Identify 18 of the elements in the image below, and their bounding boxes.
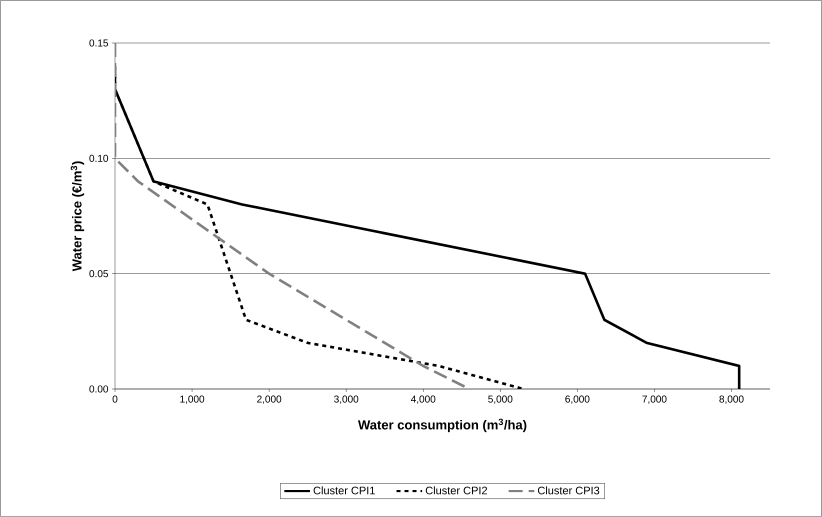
y-axis-title: Water price (€/m$^{3}$): [70, 161, 84, 272]
x-tick-label: 3,000: [334, 396, 358, 404]
x-tick-label: 7,000: [642, 396, 667, 404]
x-axis-title: Water consumption (m$^{3}$/ha): [358, 418, 526, 432]
y-tick-label: 0.00: [89, 385, 108, 393]
legend-label: Cluster CPI2: [426, 486, 488, 494]
x-tick-label: 6,000: [565, 396, 590, 404]
x-tick-label: 4,000: [410, 396, 436, 404]
y-tick-label: 0.10: [89, 154, 108, 162]
legend-label: Cluster CPI3: [538, 486, 600, 494]
x-tick-label: 5,000: [488, 396, 512, 404]
y-tick-label: 0.15: [89, 39, 108, 47]
x-tick-label: 1,000: [180, 396, 204, 404]
x-tick-label: 0: [112, 396, 118, 403]
x-tick-label: 2,000: [257, 396, 282, 404]
legend-label: Cluster CPI1: [314, 486, 375, 494]
x-tick-label: 8,000: [719, 396, 744, 404]
y-tick-label: 0.05: [89, 270, 108, 278]
